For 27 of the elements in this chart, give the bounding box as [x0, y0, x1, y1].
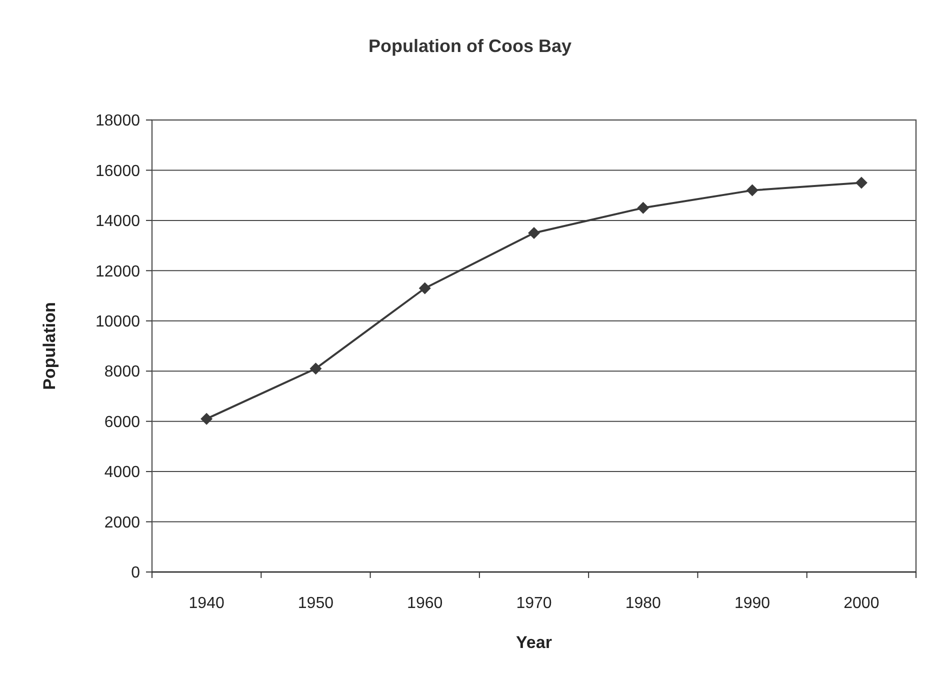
x-tick-label: 1960	[407, 595, 443, 612]
y-tick-label: 6000	[104, 414, 140, 431]
x-tick-label: 2000	[844, 595, 880, 612]
y-tick-label: 18000	[96, 112, 140, 130]
point	[746, 184, 758, 196]
y-tick-label: 0	[131, 564, 140, 582]
point	[310, 362, 322, 375]
y-tick-label: 8000	[104, 364, 140, 381]
y-tick-label: 16000	[96, 162, 140, 180]
y-tick-label: 2000	[104, 514, 140, 532]
point	[637, 202, 650, 214]
y-tick-label: 14000	[96, 213, 140, 230]
point	[528, 227, 540, 239]
y-tick-label: 12000	[96, 263, 140, 280]
y-tick-label: 4000	[104, 464, 140, 482]
y-tick-label: 10000	[96, 313, 140, 330]
point	[200, 412, 213, 425]
x-tick-label: 1970	[516, 595, 552, 612]
chart-title: Population of Coos Bay	[368, 36, 572, 56]
x-axis-title: Year	[516, 633, 552, 652]
point	[418, 282, 431, 294]
x-tick-label: 1950	[298, 595, 334, 612]
x-tick-label: 1940	[188, 595, 224, 612]
point	[855, 176, 868, 189]
y-axis-title: Population	[40, 302, 59, 390]
x-tick-label: 1980	[625, 595, 662, 612]
x-tick-label: 1990	[734, 595, 770, 612]
